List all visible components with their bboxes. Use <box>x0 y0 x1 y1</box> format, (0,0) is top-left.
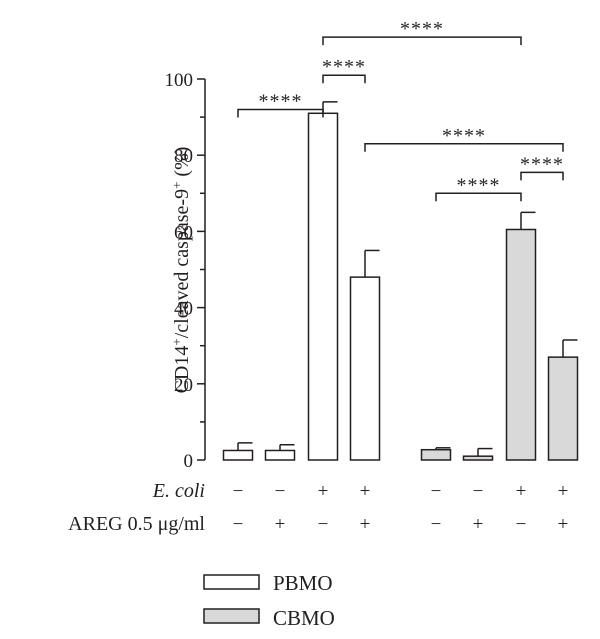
y-tick-label-2: 40 <box>174 299 193 320</box>
ecoli-cell-0: − <box>233 481 244 502</box>
significance-label-0: **** <box>259 90 303 112</box>
significance-bracket-3 <box>364 143 564 152</box>
bar-cbmo-0 <box>420 448 452 461</box>
ecoli-cell-3: + <box>360 481 371 502</box>
significance-bracket-2 <box>322 36 522 46</box>
legend-label-pbmo: PBMO <box>273 571 333 595</box>
ecoli-cell-4: − <box>431 481 442 502</box>
significance-brackets: **** **** **** **** **** **** <box>237 18 564 202</box>
significance-label-2: **** <box>400 18 444 40</box>
y-tick-label-3: 60 <box>174 222 193 243</box>
areg-cell-2: − <box>318 514 329 535</box>
y-tick-label-1: 20 <box>174 375 193 396</box>
significance-label-1: **** <box>322 56 366 78</box>
areg-cell-3: + <box>360 514 371 535</box>
bar-cbmo-3 <box>547 356 579 461</box>
ecoli-row-label: E. coli <box>152 480 205 502</box>
condition-table: E. coli AREG 0.5 μg/ml − − + + − − + + − + − + − + − + <box>68 480 568 535</box>
areg-cell-0: − <box>233 514 244 535</box>
ecoli-cell-7: + <box>558 481 569 502</box>
bar-pbmo-1 <box>264 449 296 461</box>
bar-pbmo-2 <box>307 112 339 461</box>
y-axis-label: CD14+/cleaved caspase-9+ (%) <box>169 147 194 394</box>
significance-label-5: **** <box>520 153 564 175</box>
bar-pbmo-0 <box>222 449 254 461</box>
areg-cell-6: − <box>516 514 527 535</box>
ecoli-cell-2: + <box>318 481 329 502</box>
areg-cell-7: + <box>558 514 569 535</box>
bar-pbmo-3 <box>349 276 381 461</box>
y-tick-label-4: 80 <box>174 146 193 167</box>
significance-bracket-5 <box>520 171 564 181</box>
legend-swatch-cbmo <box>203 608 260 624</box>
bar-cbmo-1 <box>462 455 494 461</box>
significance-label-4: **** <box>457 174 501 196</box>
areg-cell-4: − <box>431 514 442 535</box>
areg-row-label: AREG 0.5 μg/ml <box>68 513 205 535</box>
bars <box>222 101 579 461</box>
ecoli-cell-1: − <box>275 481 286 502</box>
y-axis: 0 20 40 60 80 100 <box>165 70 206 472</box>
significance-bracket-1 <box>322 74 366 84</box>
ecoli-cell-5: − <box>473 481 484 502</box>
legend-label-cbmo: CBMO <box>273 606 335 630</box>
significance-bracket-0 <box>237 108 324 118</box>
ecoli-cell-6: + <box>516 481 527 502</box>
significance-label-3: **** <box>442 125 486 147</box>
areg-cell-1: + <box>275 514 286 535</box>
legend: PBMO CBMO <box>203 571 335 630</box>
bar-cbmo-2 <box>505 228 537 461</box>
legend-swatch-pbmo <box>203 574 260 590</box>
areg-cell-5: + <box>473 514 484 535</box>
y-tick-label-5: 100 <box>165 70 194 91</box>
y-tick-label-0: 0 <box>184 451 194 472</box>
significance-bracket-4 <box>435 192 522 202</box>
